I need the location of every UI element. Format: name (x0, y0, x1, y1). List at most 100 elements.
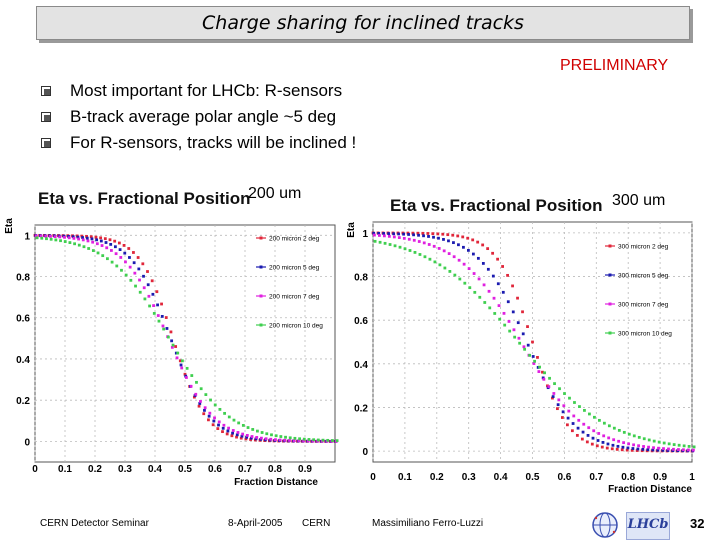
footer-place: CERN (302, 518, 331, 529)
chart0-data-point (250, 435, 254, 438)
chart0-data-point (211, 423, 215, 427)
chart0-x-tick-label: 0.2 (88, 464, 102, 475)
chart0-data-point (53, 235, 57, 239)
bullet-list: Most important for LHCb: R-sensors B-tra… (40, 78, 356, 156)
chart1-data-point (446, 233, 450, 237)
chart0-data-point (99, 239, 103, 243)
chart0-data-point (76, 235, 80, 239)
chart0-x-tick-label: 0.3 (118, 464, 132, 475)
pitch-label-300: 300 um (612, 192, 666, 209)
chart1-data-point (552, 392, 556, 395)
chart0-data-point (113, 239, 117, 243)
chart0-x-tick-label: 0.7 (238, 464, 252, 475)
chart0-data-point (152, 304, 155, 308)
chart1-data-point (447, 252, 451, 255)
chart0-data-point (132, 261, 136, 265)
chart1-data-point (630, 448, 634, 452)
chart0-data-point (164, 316, 168, 319)
chart0-data-point (199, 400, 202, 403)
chart1-data-point (462, 262, 466, 266)
chart0-data-point (77, 237, 80, 241)
chart0-data-point (157, 319, 161, 323)
chart1-data-point (582, 422, 586, 426)
chart1-data-point (501, 290, 505, 294)
chart1-data-point (652, 439, 656, 443)
chart1-data-point (373, 233, 376, 237)
chart1-data-point (567, 409, 571, 413)
chart1-data-point (528, 353, 532, 357)
chart0-data-point (204, 393, 208, 396)
chart0-data-point (321, 438, 325, 442)
chart0-data-point (170, 339, 174, 343)
chart1-data-point (511, 284, 514, 288)
chart1-data-point (393, 244, 397, 248)
chart0-data-point (40, 236, 44, 240)
chart0-data-point (235, 433, 239, 437)
chart0-data-point (146, 283, 150, 287)
chart1-data-point (413, 251, 417, 254)
chart1-data-point (472, 272, 476, 275)
chart1-data-point (595, 444, 599, 448)
checkbox-bullet-icon (41, 86, 51, 96)
chart0-data-point (231, 429, 235, 432)
chart0-data-point (151, 292, 155, 296)
chart0-data-point (119, 256, 123, 259)
chart1-data-point (606, 442, 610, 446)
chart0-data-point (240, 434, 244, 438)
chart0-data-point (103, 237, 107, 241)
chart0-data-point (114, 252, 118, 256)
checkbox-bullet-icon (41, 138, 51, 148)
chart0-data-point (278, 438, 282, 442)
chart1-data-point (411, 231, 415, 235)
chart0-x-tick-label: 0.4 (148, 464, 162, 475)
chart0-data-point (180, 366, 184, 370)
chart0-data-point (143, 297, 147, 301)
chart0-legend-entry: 200 micron 5 deg (269, 265, 320, 272)
chart1-data-point (657, 440, 661, 444)
chart0-data-point (150, 279, 154, 283)
chart0-data-point (110, 260, 114, 264)
chart1-x-tick-label: 0.1 (398, 472, 412, 483)
bullet-item: Most important for LHCb: R-sensors (40, 78, 356, 104)
chart1-data-point (516, 296, 519, 300)
chart1-data-point (517, 336, 521, 340)
chart0-data-point (85, 236, 89, 240)
chart0-data-point (161, 324, 165, 328)
chart1-data-point (483, 301, 487, 304)
chart0-data-point (227, 426, 230, 430)
chart1-data-point (387, 234, 391, 238)
chart1-data-point (596, 439, 600, 442)
chart0-data-point (45, 237, 48, 241)
chart1-data-point (477, 277, 481, 281)
chart1-x-tick-label: 0.4 (494, 472, 508, 483)
chart1-data-point (387, 232, 391, 235)
chart0-data-point (331, 439, 334, 442)
chart1-data-point (541, 376, 545, 380)
chart1-x-axis-label: Fraction Distance (608, 484, 692, 495)
chart1-legend-entry: 300 micron 7 deg (618, 302, 669, 309)
chart1-data-point (526, 343, 530, 347)
chart1-data-point (457, 243, 460, 247)
chart0-data-point (218, 407, 222, 411)
chart0-x-tick-label: 0.6 (208, 464, 222, 475)
chart1-data-point (488, 306, 492, 310)
footer-seminar: CERN Detector Seminar (40, 518, 149, 529)
chart1-data-point (506, 300, 510, 304)
chart1-data-point (577, 418, 581, 422)
chart0-x-tick-label: 0 (32, 464, 38, 475)
chart1-data-point (436, 232, 440, 236)
chart0-data-point (86, 239, 90, 243)
chart1-x-tick-label: 1 (689, 472, 695, 483)
chart1-legend-marker (608, 273, 612, 277)
chart1-data-point (516, 321, 520, 325)
chart0-data-point (171, 343, 175, 347)
chart0-data-point (202, 412, 206, 416)
chart1-data-point (433, 260, 437, 264)
chart1-data-point (501, 265, 504, 268)
chart1-x-tick-label: 0.6 (557, 472, 571, 483)
chart1-y-tick-label: 0.4 (354, 360, 368, 371)
chart1-data-point (372, 231, 376, 235)
chart0-data-point (245, 433, 249, 437)
chart1-data-point (561, 416, 564, 419)
chart1-data-point (456, 234, 460, 238)
